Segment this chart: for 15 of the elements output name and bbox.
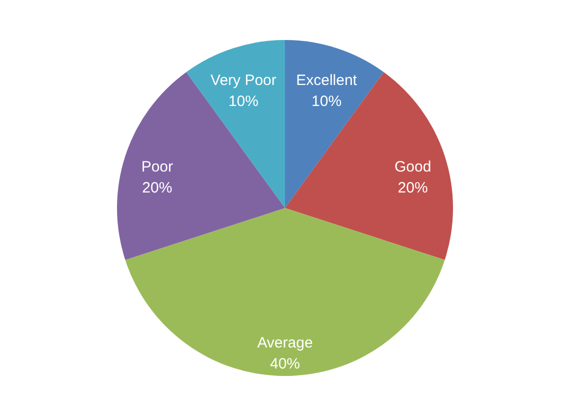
slice-label: Average	[257, 334, 313, 352]
data-label: 10%	[228, 93, 258, 110]
pie-slice	[117, 72, 285, 260]
slice-label: Very Poor	[210, 72, 276, 90]
pie-slice	[285, 72, 453, 260]
slice-label: Good	[394, 158, 432, 176]
slice-label: Poor	[141, 158, 174, 176]
data-label: 20%	[398, 179, 428, 196]
data-label: 10%	[312, 93, 342, 110]
data-label: 40%	[270, 355, 300, 372]
pie-slice	[186, 40, 285, 208]
slice-label: Excellent	[296, 72, 358, 90]
pie-slice	[285, 40, 384, 208]
data-label: 20%	[142, 179, 172, 196]
pie-slice	[125, 208, 445, 376]
